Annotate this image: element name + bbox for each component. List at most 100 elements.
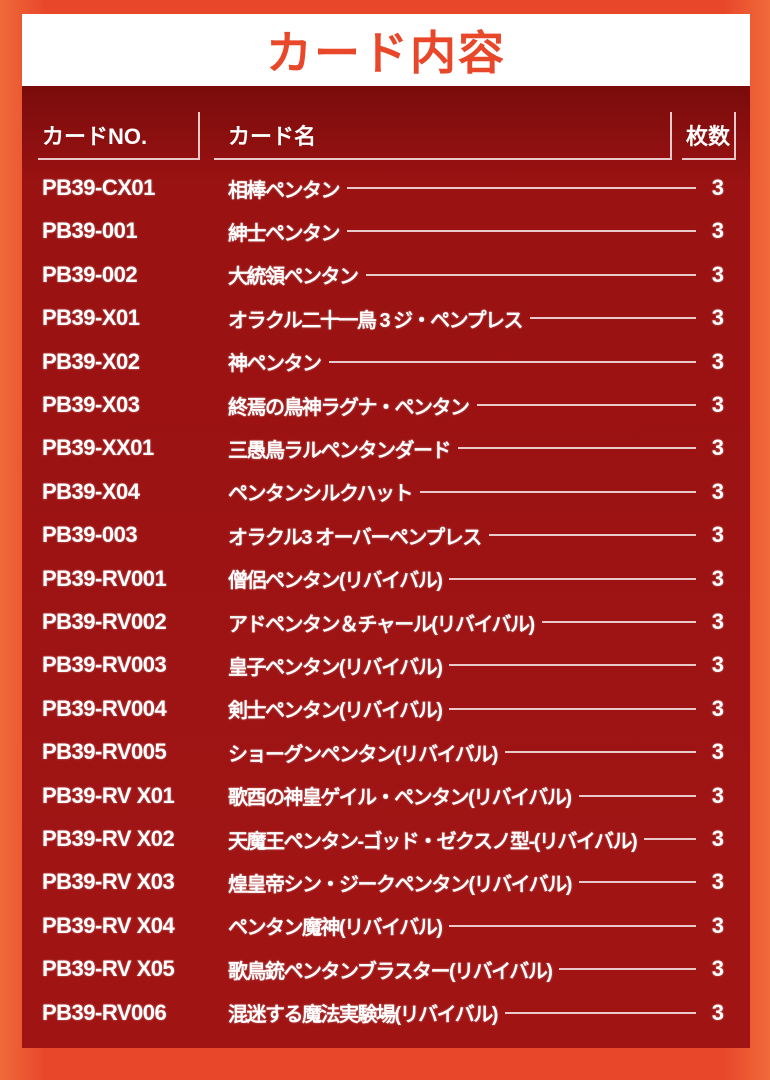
header-card-no: カードNO.: [38, 112, 200, 160]
card-number: PB39-002: [42, 261, 138, 287]
card-name: ペンタンシルクハット: [228, 483, 414, 506]
leader-line: [449, 577, 696, 580]
card-count: 3: [711, 218, 724, 244]
card-name: 皇子ペンタン(リバイバル): [228, 656, 443, 679]
leader-line: [347, 187, 696, 189]
card-number: PB39-X04: [42, 478, 140, 504]
table-row: PB39-X04 ペンタンシルクハット 3: [42, 472, 724, 512]
card-name: オラクル二十一鳥 3 ジ・ペンプレス: [228, 309, 524, 332]
card-number: PB39-RV X01: [42, 782, 175, 808]
table-row: PB39-RV X01 歌酉の神皇ゲイル・ペンタン(リバイバル) 3: [42, 776, 724, 816]
card-number: PB39-RV005: [42, 739, 167, 765]
table-row: PB39-001 紳士ペンタン 3: [42, 211, 724, 251]
leader-line: [449, 924, 696, 927]
card-count: 3: [711, 999, 724, 1025]
card-number: PB39-RV003: [42, 652, 167, 678]
leader-line: [449, 664, 696, 667]
card-name: 歌酉の神皇ゲイル・ペンタン(リバイバル): [228, 787, 572, 810]
card-count: 3: [711, 826, 724, 851]
table-row: PB39-RV005 ショーグンペンタン(リバイバル) 3: [42, 732, 724, 772]
card-count: 3: [711, 175, 724, 200]
card-name: 混迷する魔法実験場(リバイバル): [228, 1004, 498, 1027]
card-name: ペンタン魔神(リバイバル): [228, 917, 443, 940]
card-name: オラクル3 オーバーペンプレス: [228, 526, 482, 549]
card-count: 3: [711, 522, 724, 548]
table-row: PB39-RV006 混迷する魔法実験場(リバイバル) 3: [42, 993, 724, 1033]
leader-line: [328, 360, 696, 363]
card-count: 3: [711, 782, 724, 808]
card-name: 紳士ペンタン: [228, 222, 341, 245]
card-count: 3: [711, 261, 724, 287]
table-row: PB39-RV X04 ペンタン魔神(リバイバル) 3: [42, 906, 724, 946]
leader-line: [365, 273, 696, 276]
card-number: PB39-XX01: [42, 435, 154, 461]
card-number: PB39-X03: [42, 392, 140, 417]
table-row: PB39-002 大統領ペンタン 3: [42, 255, 724, 295]
leader-line: [578, 794, 696, 797]
card-count: 3: [711, 739, 724, 765]
page-title: カード内容: [266, 27, 506, 79]
card-number: PB39-X01: [42, 305, 140, 331]
title-banner: カード内容: [22, 14, 750, 86]
card-name: 大統領ペンタン: [228, 266, 359, 289]
leader-line: [644, 838, 696, 840]
card-count: 3: [711, 609, 724, 634]
table-row: PB39-CX01 相棒ペンタン 3: [42, 168, 724, 208]
card-name: 歌鳥銃ペンタンブラスター(リバイバル): [228, 960, 553, 983]
leader-line: [578, 881, 696, 884]
card-name: 終焉の鳥神ラグナ・ペンタン: [228, 396, 470, 419]
card-count: 3: [711, 912, 724, 938]
leader-line: [347, 230, 696, 233]
card-list-panel: [22, 86, 750, 1048]
table-row: PB39-RV X03 煌皇帝シン・ジークペンタン(リバイバル) 3: [42, 862, 724, 902]
card-count: 3: [711, 305, 724, 331]
leader-line: [449, 707, 696, 710]
card-number: PB39-RV X02: [42, 826, 175, 851]
table-row: PB39-RV002 アドペンタン＆チャール(リバイバル) 3: [42, 602, 724, 642]
card-number: PB39-003: [42, 522, 138, 548]
card-count: 3: [711, 392, 724, 417]
table-row: PB39-RV004 剣士ペンタン(リバイバル) 3: [42, 689, 724, 729]
card-name: アドペンタン＆チャール(リバイバル): [228, 613, 535, 636]
card-name: 三愚鳥ラルペンタンダード: [228, 439, 452, 462]
card-name: 僧侶ペンタン(リバイバル): [228, 570, 443, 593]
card-name: 煌皇帝シン・ジークペンタン(リバイバル): [228, 873, 572, 896]
card-name: 剣士ペンタン(リバイバル): [228, 700, 443, 723]
card-number: PB39-RV X03: [42, 869, 175, 895]
leader-line: [504, 1011, 696, 1014]
card-number: PB39-RV X05: [42, 956, 175, 982]
card-count: 3: [711, 435, 724, 461]
card-number: PB39-CX01: [42, 175, 155, 200]
card-count: 3: [711, 348, 724, 374]
table-row: PB39-003 オラクル3 オーバーペンプレス 3: [42, 515, 724, 555]
card-count: 3: [711, 478, 724, 504]
leader-line: [541, 621, 696, 623]
card-name: ショーグンペンタン(リバイバル): [228, 743, 498, 766]
card-count: 3: [711, 869, 724, 895]
leader-line: [559, 968, 696, 971]
table-row: PB39-X01 オラクル二十一鳥 3 ジ・ペンプレス 3: [42, 298, 724, 338]
card-count: 3: [711, 565, 724, 591]
table-row: PB39-RV003 皇子ペンタン(リバイバル) 3: [42, 645, 724, 685]
leader-line: [420, 490, 696, 493]
card-number: PB39-RV002: [42, 609, 167, 634]
table-row: PB39-RV X05 歌鳥銃ペンタンブラスター(リバイバル) 3: [42, 949, 724, 989]
leader-line: [530, 317, 696, 320]
card-number: PB39-001: [42, 218, 138, 244]
table-row: PB39-RV X02 天魔王ペンタン-ゴッド・ゼクスノ型-(リバイバル) 3: [42, 819, 724, 859]
header-count: 枚数: [682, 112, 736, 160]
card-count: 3: [711, 695, 724, 721]
card-number: PB39-RV004: [42, 695, 167, 721]
card-name: 相棒ペンタン: [228, 179, 341, 202]
table-row: PB39-X02 神ペンタン 3: [42, 342, 724, 382]
card-number: PB39-RV X04: [42, 912, 175, 938]
header-card-name: カード名: [214, 112, 672, 160]
leader-line: [458, 447, 696, 450]
table-row: PB39-RV001 僧侶ペンタン(リバイバル) 3: [42, 559, 724, 599]
card-number: PB39-X02: [42, 348, 140, 374]
card-number: PB39-RV006: [42, 999, 167, 1025]
table-row: PB39-XX01 三愚鳥ラルペンタンダード 3: [42, 428, 724, 468]
card-number: PB39-RV001: [42, 565, 167, 591]
leader-line: [504, 751, 696, 754]
card-name: 神ペンタン: [228, 353, 322, 376]
